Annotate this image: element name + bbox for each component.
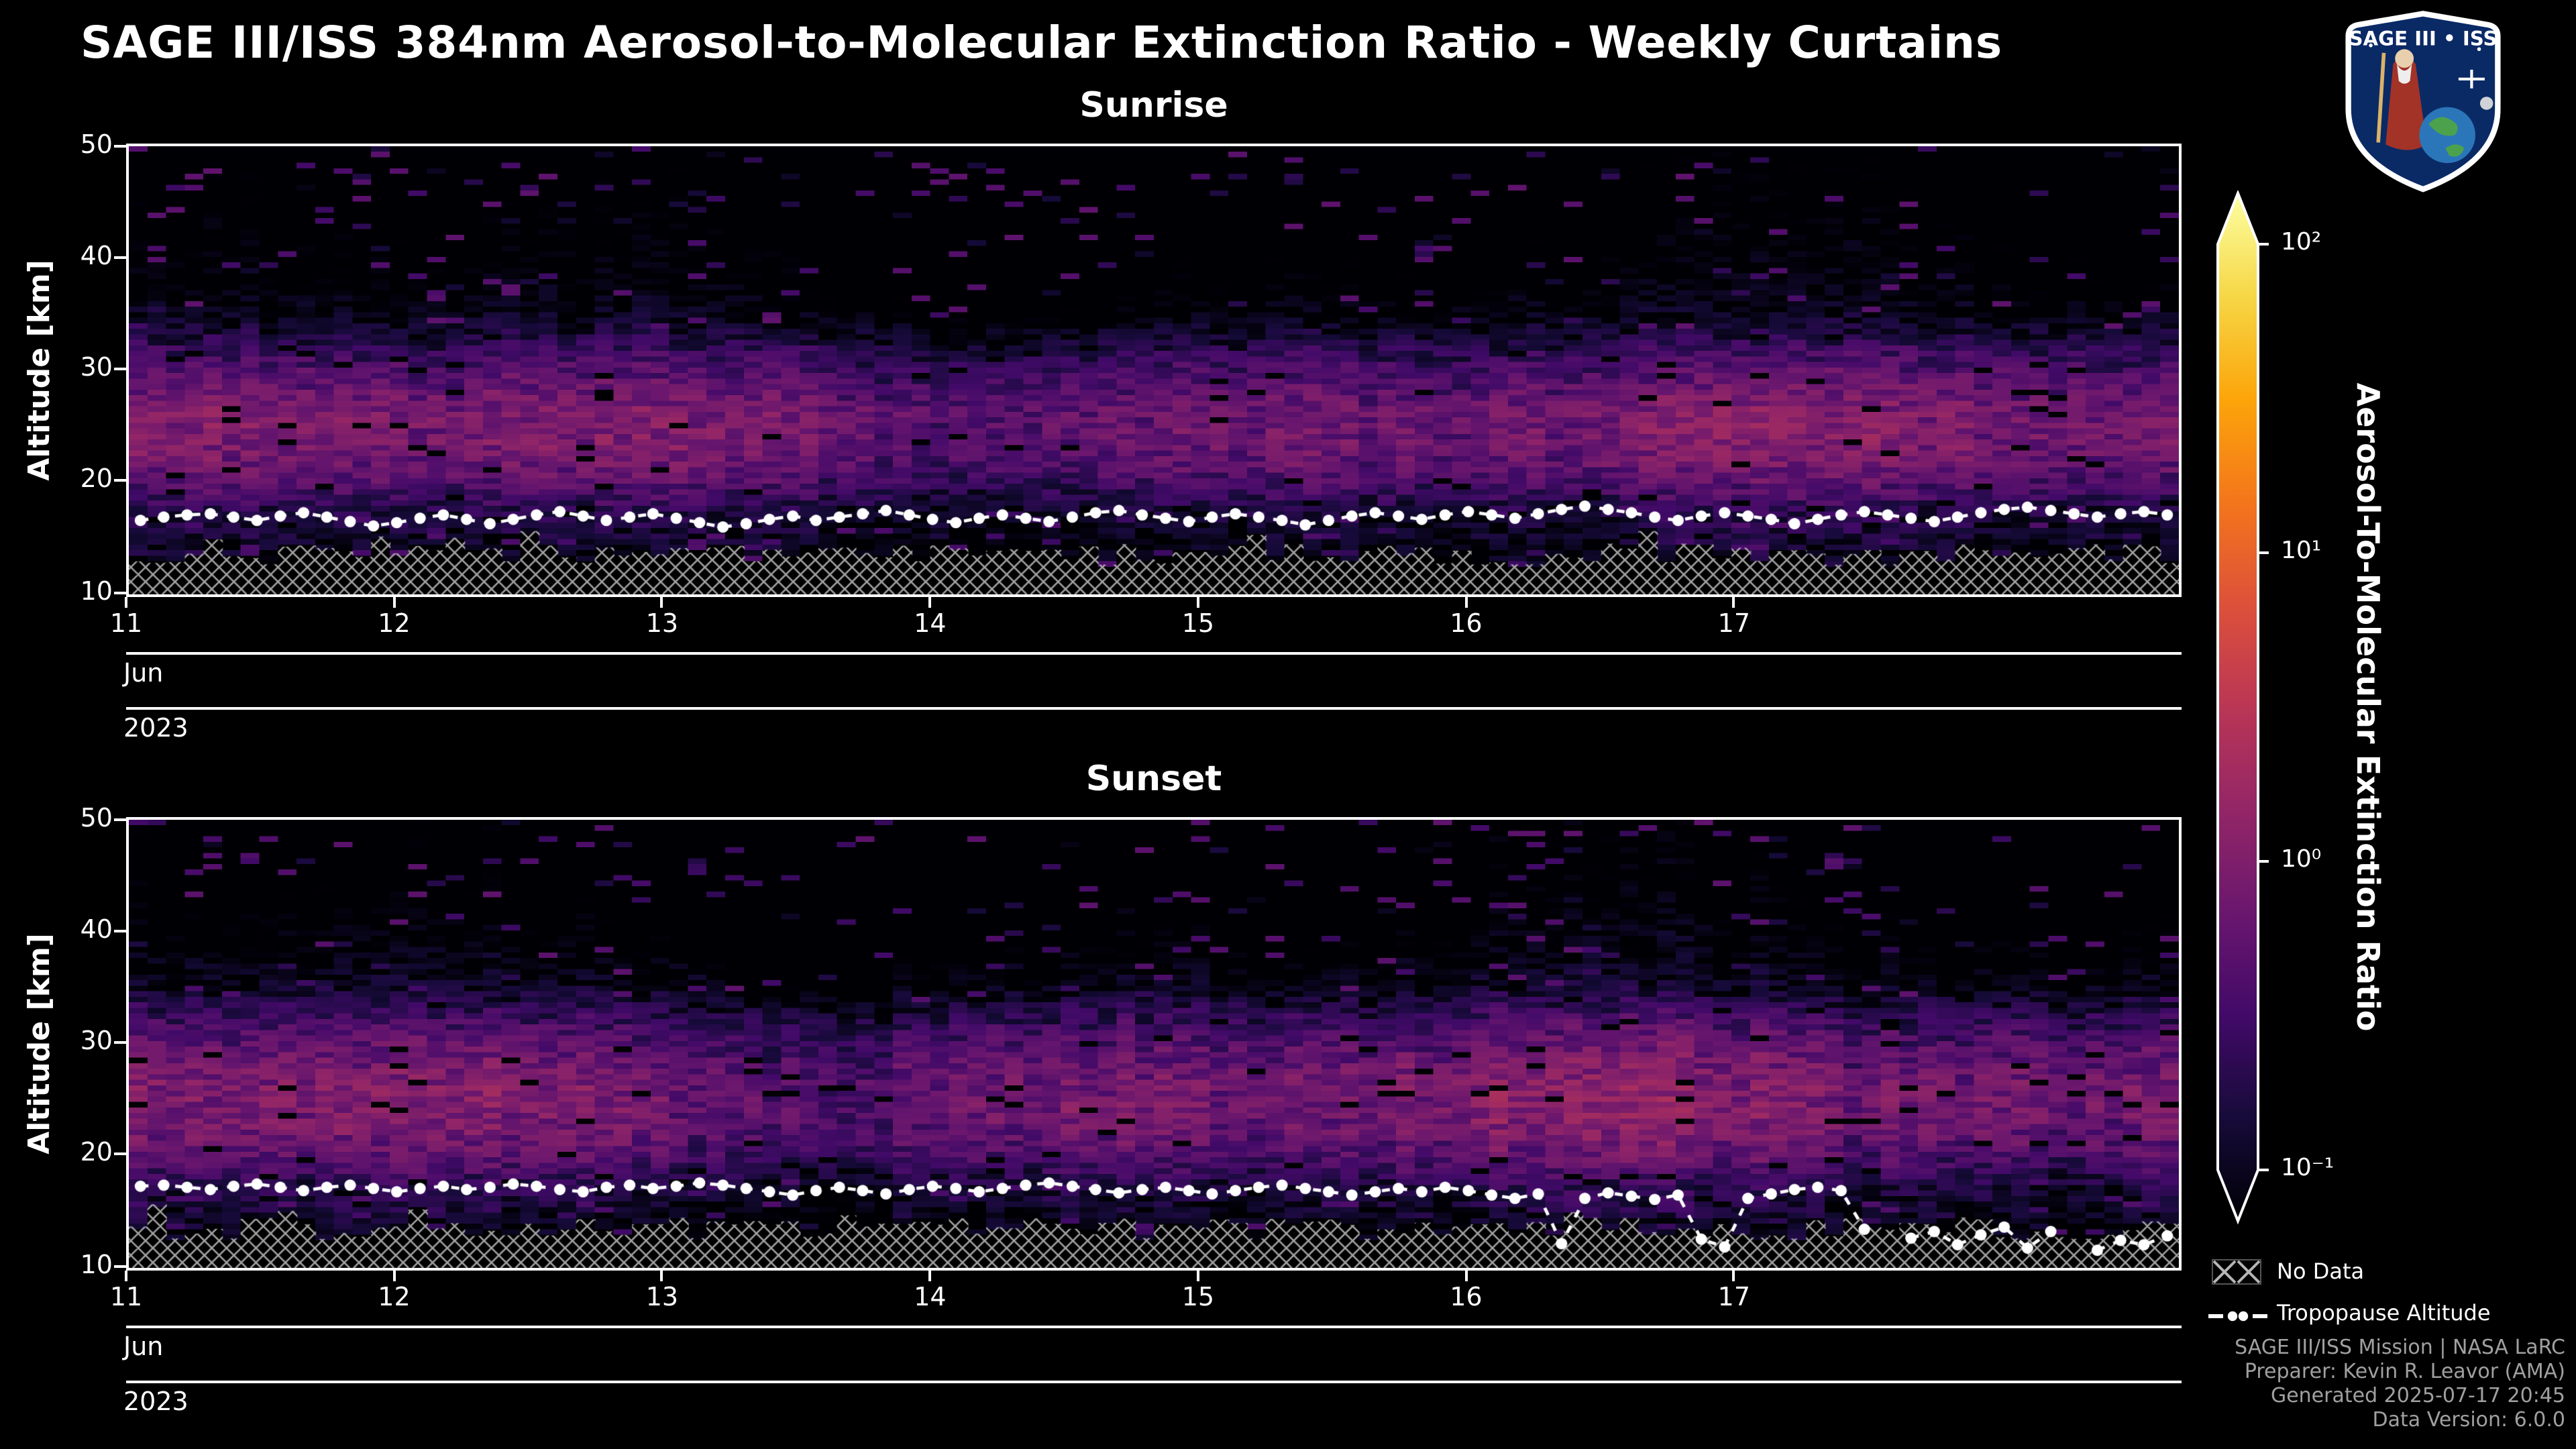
y-tick-label: 30 — [80, 1026, 113, 1057]
x-tick-mark — [660, 1271, 663, 1281]
x-tick-mark — [392, 1271, 396, 1281]
logo-staff — [2376, 52, 2386, 143]
x-tick-label: 16 — [1450, 1283, 1483, 1312]
x-tick-mark — [928, 597, 932, 608]
y-tick-label: 30 — [80, 353, 113, 383]
sage-iii-iss-logo: SAGE III • ISS — [2345, 11, 2501, 193]
year-label: 2023 — [123, 714, 189, 743]
sunrise-heatmap-panel — [126, 144, 2182, 597]
logo-moon — [2479, 97, 2493, 110]
y-tick-label: 50 — [80, 129, 113, 160]
colorbar-gradient-bar — [2216, 191, 2259, 1225]
legend-tropopause-label: Tropopause Altitude — [2277, 1300, 2491, 1326]
panel-title-sunset: Sunset — [1085, 759, 1222, 800]
y-tick-mark — [114, 591, 126, 594]
logo-wizard-figure — [2385, 56, 2427, 150]
x-tick-label: 15 — [1181, 609, 1215, 639]
colorbar-tick-label: 10⁰ — [2281, 845, 2322, 873]
y-tick-label: 40 — [80, 914, 113, 945]
logo-earth-land-2 — [2445, 144, 2465, 157]
y-tick-label: 10 — [80, 1250, 113, 1280]
y-tick-label: 20 — [80, 1138, 113, 1168]
x-tick-label: 17 — [1717, 609, 1751, 639]
x-tick-mark — [1464, 1271, 1468, 1281]
y-tick-label: 50 — [80, 803, 113, 833]
month-axis-line — [126, 1326, 2182, 1328]
logo-title-text: SAGE III • ISS — [2349, 28, 2497, 50]
x-tick-label: 11 — [109, 1283, 143, 1312]
x-tick-label: 17 — [1717, 1283, 1751, 1312]
x-tick-mark — [1732, 597, 1735, 608]
y-tick-mark — [114, 256, 126, 259]
figure-title: SAGE III/ISS 384nm Aerosol-to-Molecular … — [80, 16, 2002, 68]
year-label: 2023 — [123, 1387, 189, 1417]
month-label: Jun — [123, 1332, 164, 1362]
colorbar-tick-label: 10¹ — [2281, 537, 2322, 565]
sunset-heatmap-panel — [126, 817, 2182, 1271]
colorbar-tick-label: 10² — [2281, 228, 2322, 256]
y-tick-label: 40 — [80, 241, 113, 271]
y-tick-mark — [114, 1152, 126, 1156]
y-tick-mark — [114, 929, 126, 932]
x-tick-mark — [1732, 1271, 1735, 1281]
logo-earth-land-1 — [2428, 117, 2458, 136]
y-tick-mark — [114, 1041, 126, 1044]
x-tick-label: 14 — [914, 609, 947, 639]
x-tick-mark — [125, 1271, 127, 1281]
credit-line-preparer: Preparer: Kevin R. Leavor (AMA) — [2244, 1359, 2565, 1383]
logo-wizard-head — [2395, 49, 2414, 68]
x-tick-mark — [1196, 597, 1199, 608]
x-tick-label: 13 — [645, 609, 679, 639]
legend-no-data-label: No Data — [2277, 1258, 2365, 1284]
credits-block: SAGE III/ISS Mission | NASA LaRC Prepare… — [2235, 1335, 2565, 1432]
colorbar-tick-marks — [2258, 243, 2269, 1171]
y-tick-mark — [114, 368, 126, 371]
month-axis-line — [126, 652, 2182, 655]
y-tick-mark — [114, 1265, 126, 1268]
logo-iss-icon — [2458, 69, 2485, 89]
logo-wizard-beard — [2397, 64, 2412, 84]
x-tick-mark — [660, 597, 663, 608]
credit-line-generated: Generated 2025-07-17 20:45 — [2270, 1383, 2565, 1407]
year-axis-line — [126, 1381, 2182, 1383]
credit-line-mission: SAGE III/ISS Mission | NASA LaRC — [2235, 1335, 2565, 1359]
x-tick-label: 13 — [645, 1283, 679, 1312]
panel-title-sunrise: Sunrise — [1079, 86, 1228, 126]
logo-star-2 — [2477, 47, 2481, 52]
credit-line-version: Data Version: 6.0.0 — [2372, 1407, 2565, 1432]
month-label: Jun — [123, 659, 164, 688]
x-tick-label: 14 — [914, 1283, 947, 1312]
y-tick-mark — [114, 479, 126, 482]
x-tick-label: 11 — [109, 609, 143, 639]
year-axis-line — [126, 707, 2182, 710]
y-tick-mark — [114, 144, 126, 148]
x-tick-label: 12 — [378, 1283, 411, 1312]
tropopause-line-icon — [2208, 1311, 2267, 1322]
sunset-overlay-canvas — [129, 820, 2179, 1268]
x-tick-mark — [1196, 1271, 1199, 1281]
sunrise-overlay-canvas — [129, 146, 2179, 594]
x-tick-mark — [1464, 597, 1468, 608]
y-tick-label: 10 — [80, 576, 113, 606]
no-data-hatch-icon — [2212, 1259, 2261, 1285]
colorbar-tick-label: 10⁻¹ — [2281, 1154, 2334, 1182]
y-tick-label: 20 — [80, 464, 113, 494]
y-tick-mark — [114, 818, 126, 821]
colorbar-axis-label: Aerosol-To-Molecular Extinction Ratio — [2349, 382, 2384, 1032]
colorbar — [2216, 191, 2269, 1225]
x-tick-mark — [392, 597, 396, 608]
x-tick-label: 12 — [378, 609, 411, 639]
x-tick-mark — [125, 597, 127, 608]
logo-star-1 — [2369, 43, 2373, 48]
x-tick-mark — [928, 1271, 932, 1281]
x-tick-label: 15 — [1181, 1283, 1215, 1312]
x-tick-label: 16 — [1450, 609, 1483, 639]
